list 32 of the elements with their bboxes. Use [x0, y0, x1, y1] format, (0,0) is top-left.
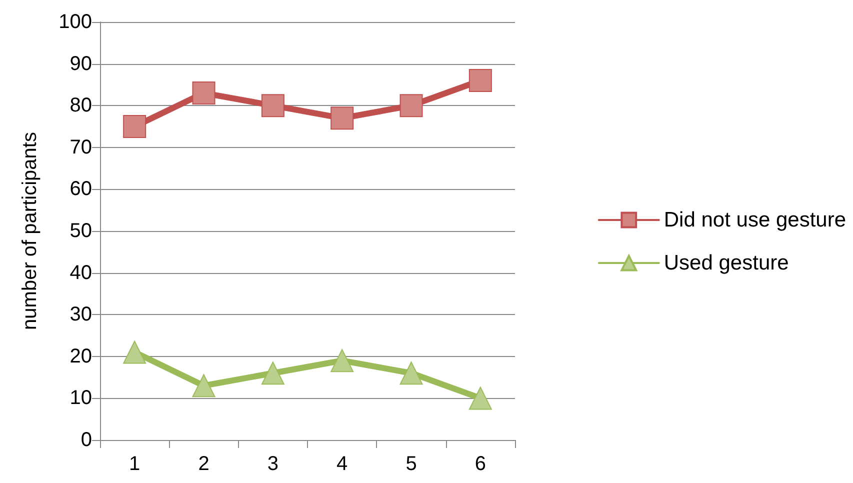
y-tick-label: 80 [70, 94, 92, 117]
y-tick-label: 0 [80, 429, 92, 451]
x-tick-label: 1 [129, 453, 140, 475]
x-tick-label: 4 [336, 453, 348, 475]
y-tick-label: 50 [70, 220, 92, 242]
y-tick-label: 10 [70, 387, 92, 410]
point [400, 362, 423, 385]
point [192, 374, 216, 398]
point [468, 69, 492, 92]
point [468, 386, 492, 410]
x-tick-label: 6 [474, 453, 486, 475]
x-tick-label: 2 [198, 453, 210, 475]
x-tick-label: 3 [267, 453, 278, 475]
y-tick-label: 40 [70, 262, 92, 284]
y-tick-label: 100 [58, 11, 92, 33]
point [123, 340, 146, 364]
point [400, 94, 423, 118]
y-tick-label: 30 [70, 304, 92, 326]
legend-label: Used gesture [664, 252, 789, 274]
legend-label: Did not use gesture [664, 208, 846, 232]
point [261, 94, 284, 118]
y-tick-label: 90 [70, 52, 92, 75]
point [192, 82, 216, 105]
point [261, 362, 284, 385]
point [330, 106, 354, 130]
y-tick-label: 70 [70, 136, 92, 158]
point [330, 349, 354, 372]
y-tick-label: 20 [70, 345, 92, 368]
y-tick-label: 60 [70, 178, 92, 200]
point [123, 115, 146, 138]
x-tick-label: 5 [406, 453, 417, 475]
y-axis-title: number of participants [19, 132, 41, 330]
